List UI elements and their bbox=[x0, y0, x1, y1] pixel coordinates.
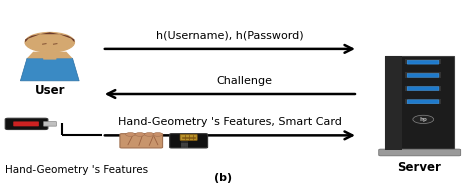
FancyBboxPatch shape bbox=[405, 59, 441, 64]
Circle shape bbox=[413, 115, 434, 124]
FancyBboxPatch shape bbox=[120, 134, 163, 148]
FancyBboxPatch shape bbox=[379, 149, 461, 156]
Circle shape bbox=[145, 133, 154, 136]
Text: ||||: |||| bbox=[180, 140, 188, 146]
FancyBboxPatch shape bbox=[407, 100, 439, 104]
FancyBboxPatch shape bbox=[405, 99, 441, 104]
Text: hp: hp bbox=[419, 117, 427, 122]
FancyBboxPatch shape bbox=[5, 118, 48, 130]
FancyBboxPatch shape bbox=[407, 60, 439, 64]
Text: (b): (b) bbox=[214, 173, 232, 183]
Text: Hand-Geometry 's Features, Smart Card: Hand-Geometry 's Features, Smart Card bbox=[118, 117, 342, 127]
FancyBboxPatch shape bbox=[407, 74, 439, 77]
Polygon shape bbox=[25, 32, 74, 42]
FancyBboxPatch shape bbox=[44, 122, 56, 126]
FancyBboxPatch shape bbox=[385, 56, 402, 150]
FancyBboxPatch shape bbox=[405, 86, 441, 91]
Text: Server: Server bbox=[398, 161, 441, 174]
Circle shape bbox=[135, 133, 145, 136]
FancyBboxPatch shape bbox=[407, 87, 439, 90]
Polygon shape bbox=[27, 52, 73, 58]
FancyBboxPatch shape bbox=[170, 134, 208, 148]
Circle shape bbox=[126, 133, 135, 136]
Circle shape bbox=[25, 33, 74, 52]
Polygon shape bbox=[20, 58, 79, 81]
FancyBboxPatch shape bbox=[13, 121, 39, 126]
FancyBboxPatch shape bbox=[385, 56, 454, 150]
Text: User: User bbox=[35, 84, 65, 97]
FancyBboxPatch shape bbox=[180, 134, 197, 140]
FancyBboxPatch shape bbox=[405, 72, 441, 78]
Text: h(Username), h(Password): h(Username), h(Password) bbox=[156, 30, 304, 40]
Text: Hand-Geometry 's Features: Hand-Geometry 's Features bbox=[5, 165, 148, 175]
FancyBboxPatch shape bbox=[43, 54, 56, 60]
Circle shape bbox=[153, 133, 163, 136]
Text: Challenge: Challenge bbox=[216, 76, 272, 86]
Text: ||||: |||| bbox=[180, 142, 188, 148]
